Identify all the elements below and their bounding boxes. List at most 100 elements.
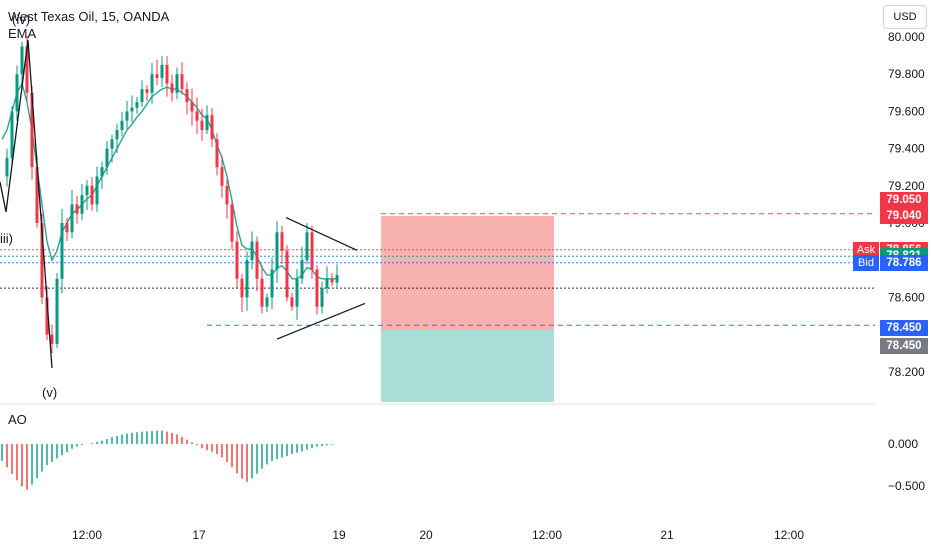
wave-labels: (iv) (v) iii) <box>0 12 57 400</box>
candle-body <box>80 195 84 214</box>
candle-body <box>10 111 14 158</box>
candle-body <box>335 275 339 283</box>
candle-body <box>320 288 324 307</box>
ema-line <box>1 81 337 280</box>
price-tag-entry: 79.040 <box>880 208 928 224</box>
candle-body <box>25 46 29 93</box>
candle-body <box>195 111 199 121</box>
candle-body <box>240 278 244 298</box>
candle-body <box>130 107 134 112</box>
candle-body <box>275 232 279 270</box>
ao-legend[interactable]: AO <box>8 412 27 427</box>
candle-body <box>45 297 49 335</box>
candle-body <box>85 185 89 196</box>
candle-body <box>35 167 39 223</box>
candle-body <box>55 278 59 344</box>
time-tick-label: 17 <box>192 528 206 542</box>
candle-body <box>50 334 54 344</box>
time-tick-label: 12:00 <box>72 528 102 542</box>
triangle-lower-line <box>276 302 366 340</box>
ao-axis: 0.000 −0.500 <box>888 437 925 493</box>
candle-body <box>185 89 189 103</box>
candle-body <box>5 157 9 177</box>
candle-body <box>60 223 64 279</box>
candle-body <box>245 260 249 298</box>
candle-body <box>210 115 214 140</box>
candle-body <box>110 139 114 149</box>
candle-body <box>250 241 254 261</box>
candle-body <box>100 167 104 177</box>
candle-body <box>300 260 304 279</box>
candle-body <box>330 278 334 283</box>
price-tick-label: 78.200 <box>888 365 925 379</box>
candle-body <box>235 241 239 279</box>
price-levels <box>0 213 875 326</box>
candle-body <box>40 223 44 298</box>
candle-body <box>30 92 34 168</box>
price-tag-target-line: 78.450 <box>880 320 928 336</box>
candle-body <box>65 223 69 233</box>
candle-body <box>150 74 154 93</box>
candle-body <box>270 269 274 298</box>
candle-body <box>160 64 164 78</box>
ema-path <box>1 81 337 280</box>
candle-body <box>115 130 119 140</box>
ao-tick-label: −0.500 <box>888 479 925 493</box>
candle-body <box>200 120 204 130</box>
drawings <box>0 39 366 369</box>
candle-body <box>290 297 294 307</box>
triangle-upper-line <box>285 217 358 251</box>
wave-label: (iv) <box>12 12 30 27</box>
time-tick-label: 12:00 <box>532 528 562 542</box>
candle-body <box>190 102 194 112</box>
candle-body <box>75 204 79 214</box>
price-axis[interactable]: 80.00079.80079.60079.40079.20079.00078.8… <box>888 30 925 379</box>
candle-body <box>260 278 264 307</box>
candle-body <box>285 250 289 298</box>
candle-body <box>180 74 184 90</box>
candle-body <box>255 241 259 279</box>
price-tick-label: 79.400 <box>888 142 925 156</box>
candle-body <box>20 46 24 75</box>
candle-body <box>310 232 314 270</box>
candle-body <box>325 278 329 289</box>
candle-body <box>225 185 229 205</box>
risk-zone[interactable] <box>381 216 554 330</box>
currency-button[interactable]: USD <box>883 5 927 29</box>
candle-body <box>15 74 19 112</box>
candle-body <box>165 64 169 84</box>
ema-legend[interactable]: EMA <box>8 26 37 41</box>
candle-body <box>105 148 109 168</box>
price-tag-stop: 79.050 <box>880 192 928 208</box>
time-tick-label: 19 <box>332 528 346 542</box>
candle-body <box>170 83 174 93</box>
side-tag-ask: Ask <box>853 241 879 258</box>
price-tick-label: 79.600 <box>888 104 925 118</box>
side-tag-bid: Bid <box>853 254 879 271</box>
elliott-wave-line <box>0 39 53 369</box>
candle-body <box>90 185 94 205</box>
ao-tick-label: 0.000 <box>888 437 918 451</box>
time-tick-label: 12:00 <box>774 528 804 542</box>
ao-histogram <box>1 430 333 490</box>
candle-body <box>205 115 209 130</box>
candle-body <box>120 120 124 130</box>
candle-body <box>145 89 149 93</box>
candle-body <box>280 232 284 251</box>
price-tick-label: 78.600 <box>888 290 925 304</box>
wave-label: iii) <box>0 231 13 246</box>
candle-body <box>295 278 299 307</box>
chart-title[interactable]: West Texas Oil, 15, OANDA <box>8 9 170 24</box>
time-axis[interactable]: 12:00 17 19 20 12:00 21 12:00 <box>72 528 804 542</box>
price-series <box>5 36 339 354</box>
candle-body <box>95 176 99 205</box>
price-tick-label: 80.000 <box>888 30 925 44</box>
reward-zone[interactable] <box>381 330 554 402</box>
candle-body <box>315 269 319 307</box>
candle-body <box>305 232 309 261</box>
time-tick-label: 21 <box>660 528 674 542</box>
price-tag-bid: 78.786 <box>880 254 928 271</box>
candle-body <box>70 204 74 233</box>
time-tick-label: 20 <box>419 528 433 542</box>
